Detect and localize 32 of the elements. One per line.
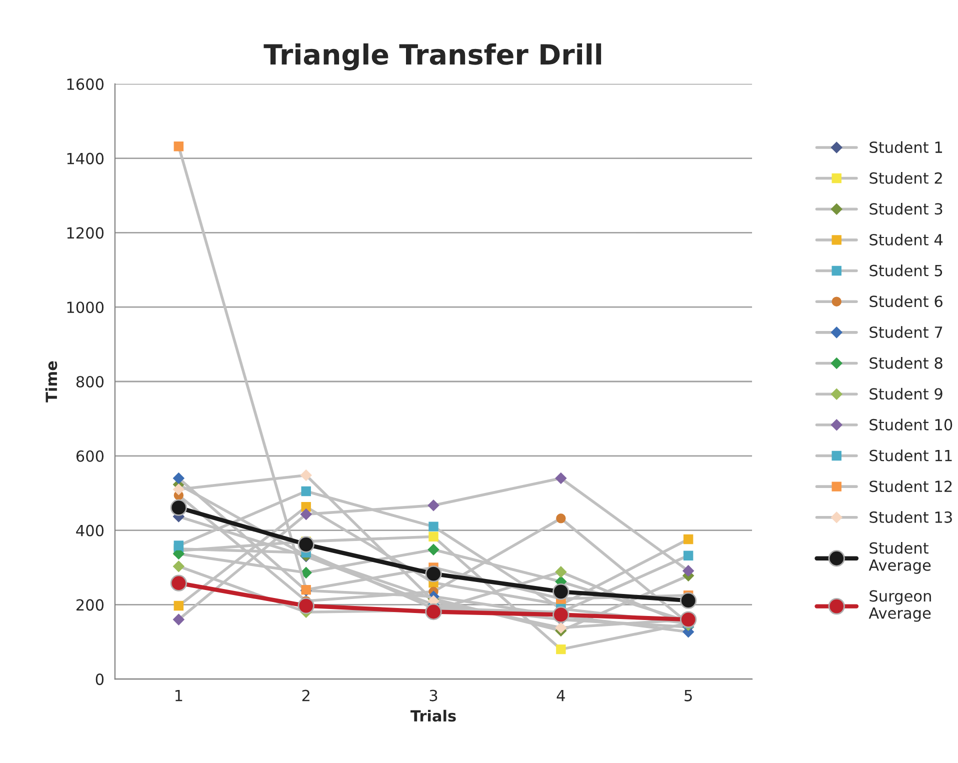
chart-title: Triangle Transfer Drill (264, 43, 602, 70)
legend-label: Student 5 (870, 264, 942, 276)
y-tick-label: 1200 (67, 227, 104, 239)
legend-label: Student 9 (870, 388, 942, 400)
legend-label: Student Average (868, 542, 931, 574)
y-tick-label: 800 (76, 376, 104, 388)
y-tick-label: 200 (76, 599, 104, 611)
y-tick-label: 1400 (67, 152, 104, 164)
x-tick-label: 5 (684, 690, 692, 702)
y-axis-title: Time (45, 361, 58, 402)
legend-label: Surgeon Average (868, 590, 931, 622)
x-tick-label: 3 (430, 690, 438, 702)
y-tick-label: 1600 (67, 78, 104, 90)
x-axis-title: Trials (410, 710, 456, 722)
legend-label: Student 10 (870, 418, 952, 430)
legend-label: Student 4 (870, 234, 943, 246)
legend-label: Student 12 (870, 480, 952, 492)
x-tick-label: 2 (302, 690, 310, 702)
legend-label: Student 11 (870, 449, 952, 462)
y-tick-label: 400 (76, 524, 104, 536)
y-tick-label: 0 (96, 674, 104, 686)
legend-label: Student 6 (870, 295, 942, 308)
legend-label: Student 3 (870, 202, 942, 215)
legend-label: Student 1 (870, 141, 942, 154)
legend-label: Student 8 (870, 357, 942, 369)
y-tick-label: 1000 (67, 302, 104, 314)
legend-label: Student 2 (870, 172, 942, 184)
legend-label: Student 13 (870, 511, 952, 523)
x-tick-label: 4 (556, 690, 565, 702)
y-tick-label: 600 (76, 450, 104, 462)
x-tick-label: 1 (175, 690, 182, 702)
legend-label: Student 7 (870, 326, 942, 338)
